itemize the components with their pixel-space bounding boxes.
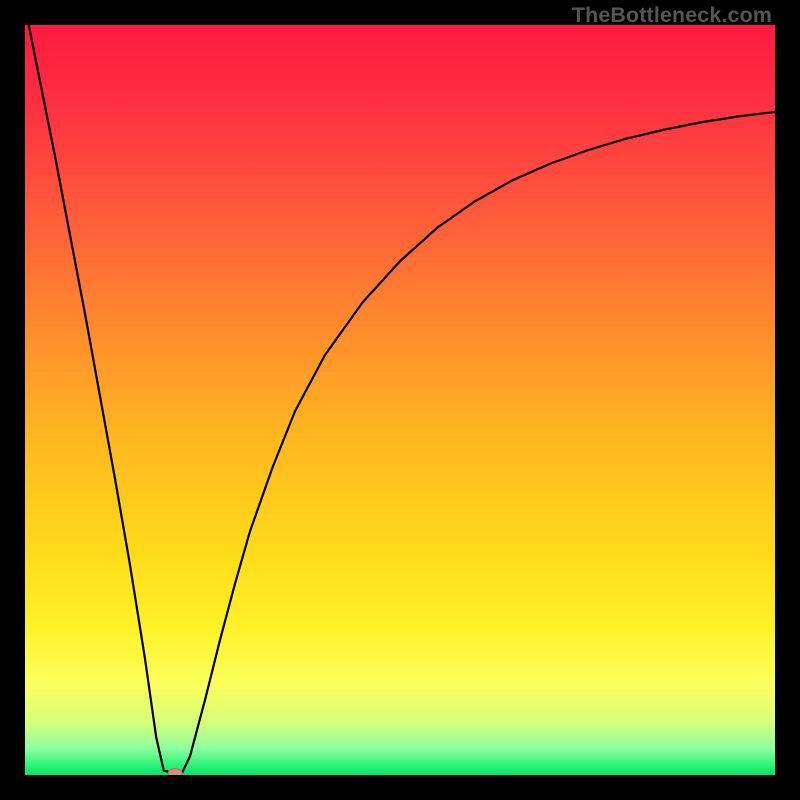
plot-area	[25, 25, 775, 775]
chart-frame: TheBottleneck.com	[0, 0, 800, 800]
watermark-text: TheBottleneck.com	[572, 3, 772, 28]
gradient-plot-svg	[25, 25, 775, 775]
minimum-marker	[168, 769, 182, 776]
gradient-background	[25, 25, 775, 775]
